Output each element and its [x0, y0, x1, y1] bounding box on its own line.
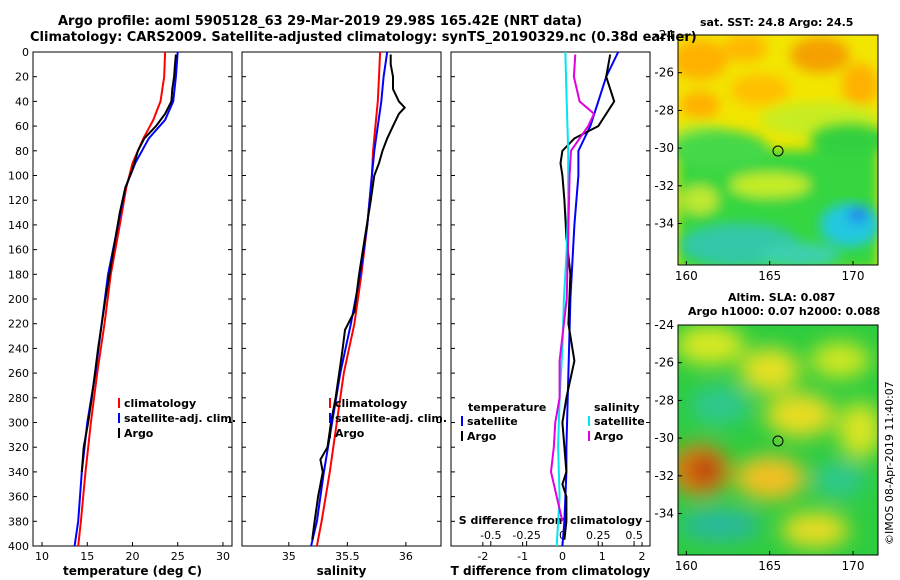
diff-legend-label: Argo: [594, 430, 624, 443]
temperature-line-argo: [80, 54, 177, 472]
sla-map-subtitle: Argo h1000: 0.07 h2000: 0.088: [688, 305, 881, 318]
depth-tick-label: 180: [8, 268, 29, 281]
sla-map-title: Altim. SLA: 0.087: [728, 291, 836, 304]
sla-map-lat-tick-label: -32: [654, 469, 674, 483]
salinity-x-tick-label: 35: [282, 550, 296, 563]
sst-map-lat-tick-label: -24: [654, 28, 674, 42]
diff-line-s-argo: [549, 54, 596, 522]
sst-map-lat-tick-label: -34: [654, 217, 674, 231]
diff-line-t-satellite: [561, 51, 620, 547]
diff-x-tick-label: 1: [599, 550, 606, 563]
salinity-line-climatology: [315, 51, 382, 547]
sst-map-frame: [677, 34, 879, 266]
temperature-plot-frame: [32, 51, 233, 547]
temperature-legend-label: climatology: [124, 397, 196, 410]
temperature-x-tick-label: 25: [171, 550, 185, 563]
sla-map-lon-tick-label: 165: [758, 559, 781, 573]
diff-legend-label: satellite: [594, 415, 645, 428]
diff-s-tick-label: 0.5: [625, 529, 643, 542]
depth-tick-label: 400: [8, 540, 29, 553]
sst-map-lon-tick-label: 165: [758, 269, 781, 283]
sla-map-lat-tick-label: -26: [654, 356, 674, 370]
diff-legend-title-temperature: temperature: [468, 401, 546, 414]
salinity-x-axis-label: salinity: [317, 564, 367, 578]
temperature-legend-label: Argo: [124, 427, 154, 440]
depth-tick-label: 20: [15, 71, 29, 84]
sst-argo-marker: [772, 145, 784, 157]
depth-tick-label: 60: [15, 120, 29, 133]
depth-tick-label: 380: [8, 515, 29, 528]
temperature-x-tick-label: 20: [126, 550, 140, 563]
figure-title-line2: Climatology: CARS2009. Satellite-adjuste…: [30, 30, 697, 45]
depth-tick-label: 280: [8, 392, 29, 405]
sla-map-lat-tick-label: -34: [654, 507, 674, 521]
diff-legend-title-salinity: salinity: [594, 401, 640, 414]
diff-line-s-satellite: [555, 51, 570, 547]
sla-map-frame: [677, 324, 879, 556]
depth-tick-label: 300: [8, 417, 29, 430]
depth-tick-label: 0: [22, 46, 29, 59]
depth-tick-label: 100: [8, 170, 29, 183]
salinity-plot-frame: [241, 51, 442, 547]
temperature-line-climatology: [77, 51, 167, 547]
depth-tick-label: 120: [8, 194, 29, 207]
sla-map: [678, 325, 878, 555]
salinity-x-tick-label: 36: [399, 550, 413, 563]
depth-tick-label: 200: [8, 293, 29, 306]
diff-x-tick-label: -2: [477, 550, 488, 563]
sst-map: [678, 35, 878, 265]
figure-title-line1: Argo profile: aoml 5905128_63 29-Mar-201…: [58, 14, 583, 29]
temperature-x-tick-label: 10: [35, 550, 49, 563]
sla-map-lat-tick-label: -28: [654, 393, 674, 407]
depth-tick-label: 260: [8, 367, 29, 380]
diff-line-t-argo: [559, 54, 616, 540]
sla-map-lat-tick-label: -30: [654, 431, 674, 445]
temperature-legend-label: satellite-adj. clim.: [124, 412, 236, 425]
diff-s-tick-label: 0.25: [586, 529, 611, 542]
diff-x-tick-label: 0: [559, 550, 566, 563]
salinity-x-tick-label: 35.5: [335, 550, 360, 563]
temperature-x-axis-label: temperature (deg C): [63, 564, 202, 578]
imos-credit: ©IMOS 08-Apr-2019 11:40:07: [883, 381, 896, 545]
temperature-x-tick-label: 15: [80, 550, 94, 563]
diff-s-axis-label: S difference from climatology: [459, 514, 643, 527]
depth-tick-label: 160: [8, 244, 29, 257]
diff-x-tick-label: 2: [639, 550, 646, 563]
sst-map-lat-tick-label: -26: [654, 66, 674, 80]
diff-s-tick-label: -0.25: [512, 529, 540, 542]
diff-legend-label: satellite: [467, 415, 518, 428]
sst-map-title: sat. SST: 24.8 Argo: 24.5: [700, 16, 854, 29]
temperature-x-tick-label: 30: [216, 550, 230, 563]
depth-tick-label: 140: [8, 219, 29, 232]
depth-tick-label: 40: [15, 95, 29, 108]
depth-tick-label: 240: [8, 342, 29, 355]
diff-x-axis-label: T difference from climatology: [451, 564, 651, 578]
depth-tick-label: 320: [8, 441, 29, 454]
sst-map-lon-tick-label: 170: [842, 269, 865, 283]
depth-tick-label: 340: [8, 466, 29, 479]
sla-map-lon-tick-label: 160: [675, 559, 698, 573]
sst-map-lat-tick-label: -32: [654, 179, 674, 193]
depth-tick-label: 220: [8, 318, 29, 331]
sla-map-lat-tick-label: -24: [654, 318, 674, 332]
sst-map-lat-tick-label: -30: [654, 141, 674, 155]
salinity-legend-label: satellite-adj. clim.: [335, 412, 447, 425]
salinity-legend-label: Argo: [335, 427, 365, 440]
diff-legend-label: Argo: [467, 430, 497, 443]
diff-x-tick-label: -1: [517, 550, 528, 563]
sst-map-lon-tick-label: 160: [675, 269, 698, 283]
salinity-legend-label: climatology: [335, 397, 407, 410]
depth-tick-label: 360: [8, 491, 29, 504]
temperature-line-satellite-adj-clim-: [73, 51, 179, 547]
sst-map-lat-tick-label: -28: [654, 103, 674, 117]
diff-s-tick-label: -0.5: [480, 529, 501, 542]
salinity-line-argo: [311, 54, 407, 540]
sla-map-lon-tick-label: 170: [842, 559, 865, 573]
depth-tick-label: 80: [15, 145, 29, 158]
sla-argo-marker: [772, 435, 784, 447]
